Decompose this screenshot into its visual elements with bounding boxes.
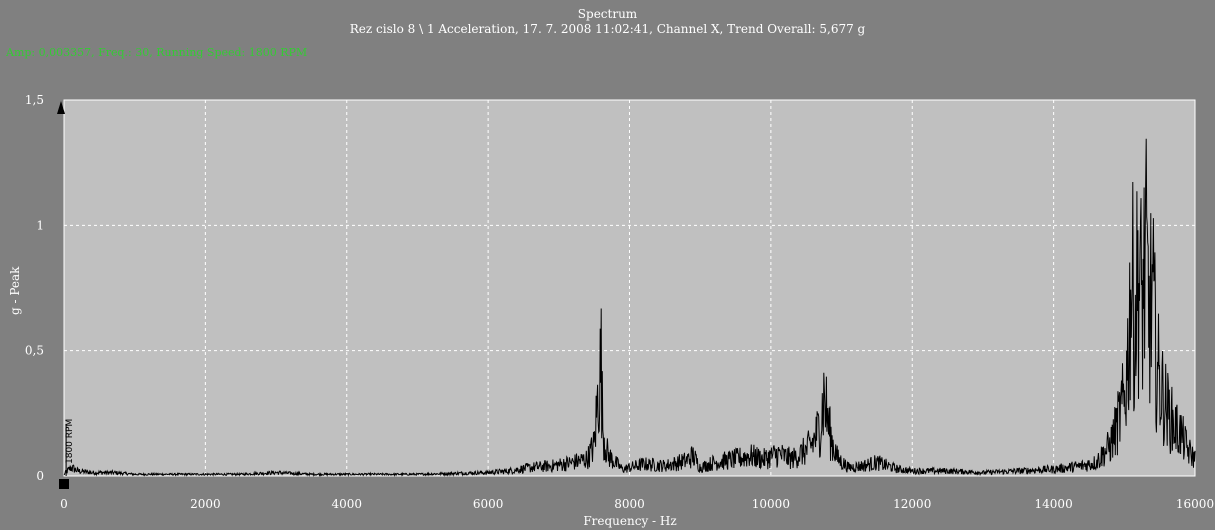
- running-speed-label: 1800 RPM: [65, 419, 75, 464]
- x-tick-label: 6000: [473, 497, 504, 511]
- chart-subtitle: Rez cislo 8 \ 1 Acceleration, 17. 7. 200…: [349, 22, 866, 36]
- y-tick-label: 0: [36, 469, 44, 483]
- chart-title: Spectrum: [577, 7, 638, 21]
- spectrum-line: [63, 138, 1196, 478]
- cursor-bottom-marker: [59, 479, 69, 489]
- x-tick-label: 14000: [1035, 497, 1073, 511]
- y-tick-label: 1,5: [25, 93, 44, 107]
- cursor-readout: Amp: 0,003357, Freq.: 30, Running Speed:…: [6, 46, 308, 59]
- x-tick-label: 4000: [331, 497, 362, 511]
- x-tick-label: 16000: [1176, 497, 1214, 511]
- x-tick-label: 8000: [614, 497, 645, 511]
- x-tick-label: 12000: [893, 497, 931, 511]
- y-axis-label: g - Peak: [8, 266, 22, 315]
- x-tick-label: 10000: [752, 497, 790, 511]
- x-tick-label: 0: [60, 497, 68, 511]
- cursor-top-marker: [57, 101, 65, 114]
- x-tick-label: 2000: [190, 497, 221, 511]
- y-tick-label: 0,5: [25, 344, 44, 358]
- x-axis-label: Frequency - Hz: [583, 514, 677, 528]
- y-tick-label: 1: [36, 218, 44, 232]
